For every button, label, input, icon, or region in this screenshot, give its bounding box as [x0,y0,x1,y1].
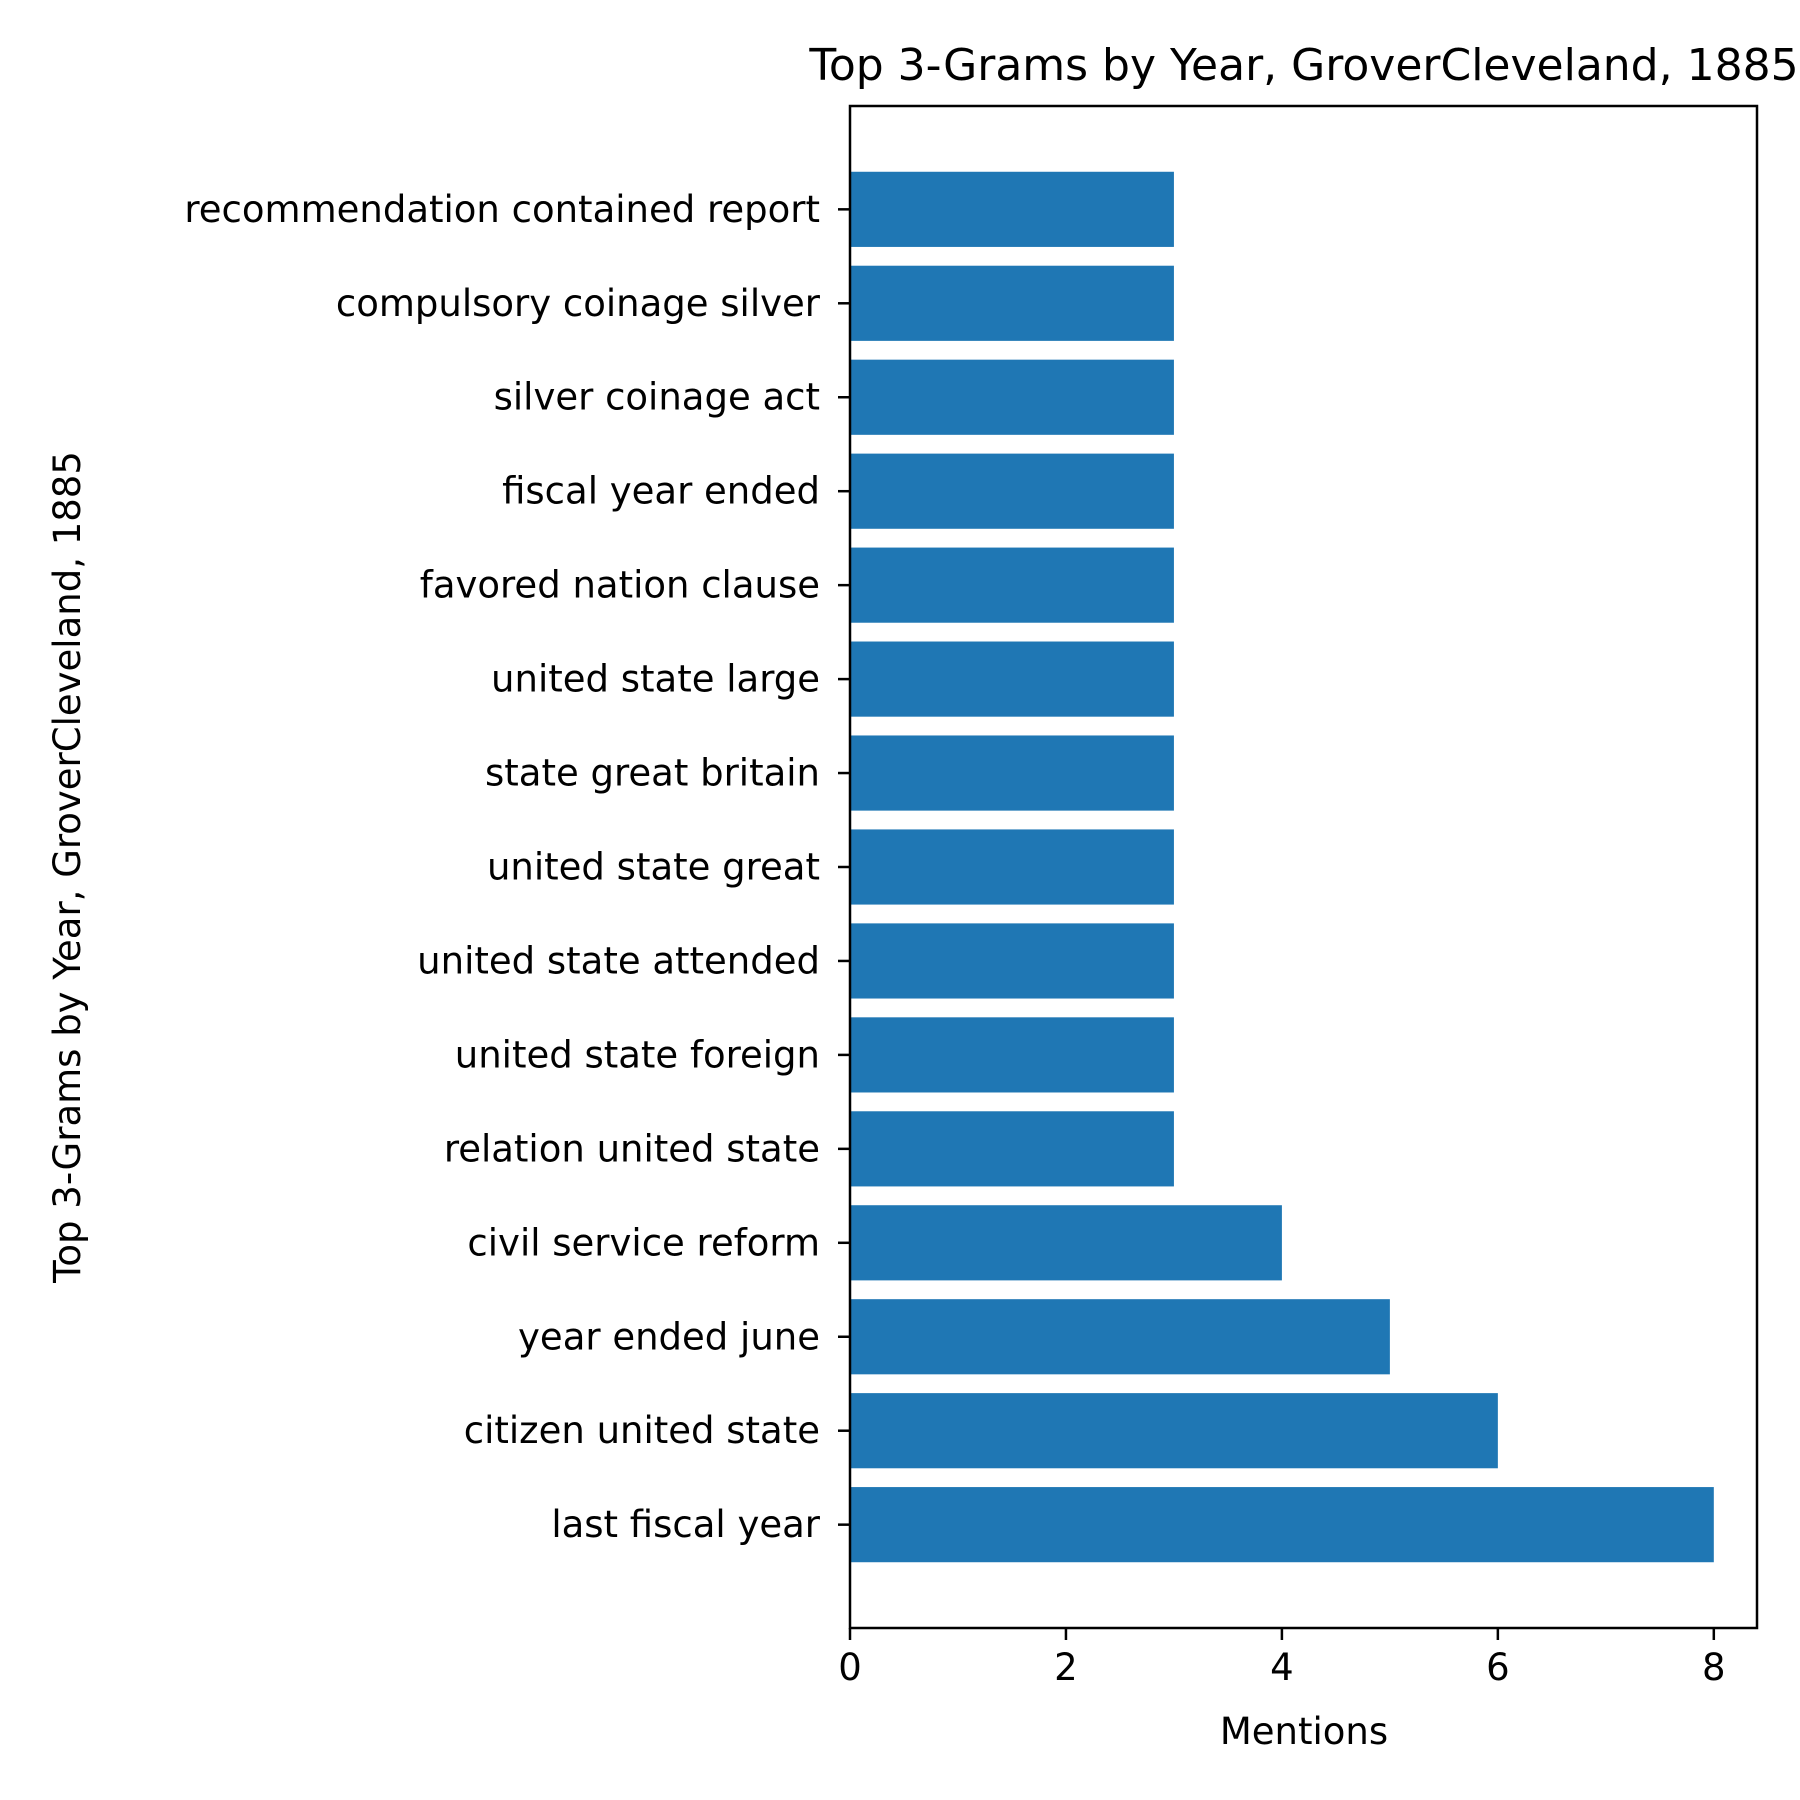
plot-frame [848,104,1759,1630]
y-tick-label: citizen united state [464,1409,820,1452]
y-tick-label: civil service reform [467,1221,820,1264]
y-tick-label: year ended june [518,1315,820,1358]
y-tick-label: united state great [487,846,820,889]
bar-united-state-large [850,641,1174,717]
bar-silver-coinage-act [850,359,1174,435]
bar-state-great-britain [850,735,1174,811]
x-tick-label: 6 [1486,1646,1510,1689]
y-tick-label: recommendation contained report [184,188,820,231]
bar-united-state-foreign [850,1017,1174,1093]
bar-united-state-attended [850,923,1174,999]
bar-citizen-united-state [850,1393,1498,1469]
x-axis-label: Mentions [1220,1710,1388,1753]
y-tick-label: silver coinage act [494,376,820,419]
bar-favored-nation-clause [850,547,1174,623]
x-tick-label: 0 [838,1646,862,1689]
x-tick-label: 4 [1270,1646,1294,1689]
y-axis-ticks: last fiscal year citizen united state year… [184,188,850,1546]
bar-last-fiscal-year [850,1487,1714,1563]
bar-recommendation-contained-report [850,171,1174,247]
y-tick-label: fiscal year ended [502,470,820,513]
y-tick-label: state great britain [485,752,820,795]
bar-united-state-great [850,829,1174,905]
y-tick-label: favored nation clause [420,564,820,607]
x-tick-label: 8 [1702,1646,1726,1689]
y-tick-label: last fiscal year [551,1503,820,1546]
y-tick-label: united state large [491,658,820,701]
chart-title: Top 3-Grams by Year, GroverCleveland, 18… [808,40,1798,91]
x-tick-label: 2 [1054,1646,1078,1689]
bar-fiscal-year-ended [850,453,1174,529]
y-axis-label: Top 3-Grams by Year, GroverCleveland, 18… [46,451,89,1284]
bar-relation-united-state [850,1111,1174,1187]
y-tick-label: united state foreign [455,1033,820,1076]
bar-year-ended-june [850,1299,1390,1375]
bar-group [850,171,1714,1563]
y-tick-label: united state attended [417,939,820,982]
y-tick-label: relation united state [444,1127,820,1170]
bar-compulsory-coinage-silver [850,265,1174,341]
bar-civil-service-reform [850,1205,1282,1281]
y-tick-label: compulsory coinage silver [336,282,821,325]
x-axis-ticks: 0 2 4 6 8 [838,1628,1726,1689]
